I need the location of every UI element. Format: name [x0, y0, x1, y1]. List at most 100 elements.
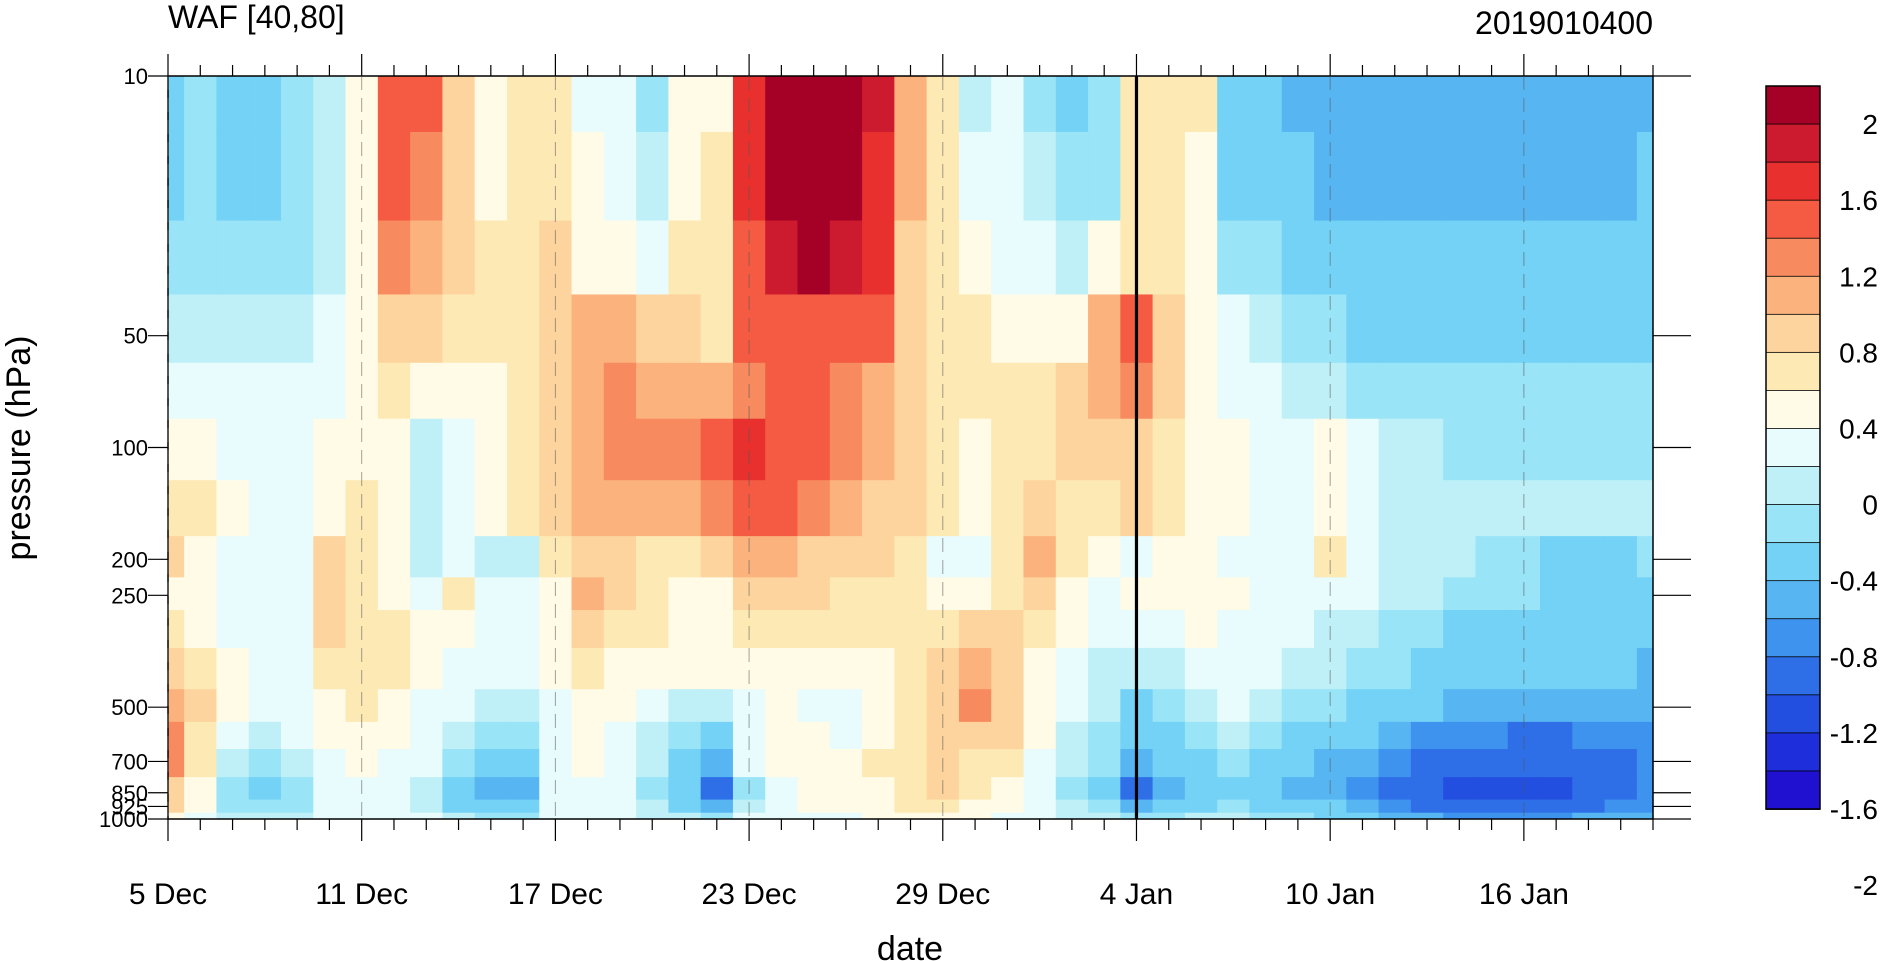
heatmap-cell — [797, 749, 831, 778]
heatmap-cell — [184, 749, 218, 778]
heatmap-cell — [1023, 577, 1057, 611]
heatmap-cell — [1475, 480, 1509, 537]
heatmap-cell — [1378, 577, 1412, 611]
colorbar-label: 0.4 — [1839, 413, 1878, 444]
heatmap-cell — [1443, 480, 1477, 537]
heatmap-cell — [1217, 799, 1251, 814]
heatmap-cell — [1152, 610, 1186, 649]
heatmap-cell — [1443, 721, 1477, 750]
heatmap-cell — [1636, 220, 1653, 296]
heatmap-cell — [248, 689, 282, 723]
heatmap-cell — [1540, 131, 1573, 222]
colorbar-label: 1.6 — [1839, 185, 1878, 216]
heatmap-cell — [1152, 418, 1186, 481]
heatmap-cell — [1152, 294, 1186, 364]
heatmap-cell — [1088, 749, 1121, 778]
heatmap-cell — [829, 610, 863, 649]
heatmap-cell — [1088, 536, 1121, 578]
heatmap-cell — [184, 76, 218, 133]
heatmap-cell — [603, 577, 637, 611]
colorbar: 2 1.6 1.2 0.8 0.4 0 -0.4 -0.8 -1.2 -1.6 -2 — [1765, 85, 1878, 901]
heatmap-cell — [1475, 812, 1509, 819]
heatmap-cell — [313, 812, 347, 819]
heatmap-cell — [603, 610, 637, 649]
heatmap-cell — [1475, 76, 1509, 133]
heatmap-cell — [1443, 131, 1477, 222]
heatmap-cell — [184, 721, 218, 750]
colorbar-label: 2 — [1862, 109, 1878, 140]
x-tick-label: 10 Jan — [1285, 878, 1375, 911]
heatmap-cell — [958, 749, 992, 778]
y-tick-label: 850 — [111, 781, 148, 806]
x-tick-label: 17 Dec — [508, 878, 603, 911]
heatmap-cell — [1410, 480, 1444, 537]
heatmap-cell — [377, 812, 411, 819]
heatmap-cell — [1023, 76, 1057, 133]
heatmap-cell — [1636, 799, 1653, 814]
heatmap-cell — [894, 647, 928, 690]
heatmap-cell — [1023, 294, 1057, 364]
heatmap-cell — [1604, 362, 1638, 420]
x-tick-label: 16 Jan — [1479, 878, 1569, 911]
heatmap-cell — [1604, 721, 1638, 750]
heatmap-cell — [1572, 799, 1606, 814]
heatmap-cell — [377, 777, 411, 801]
heatmap-cell — [1378, 721, 1412, 750]
heatmap-cell — [1604, 294, 1638, 364]
heatmap-cell — [1572, 777, 1606, 801]
heatmap-cell — [991, 721, 1025, 750]
heatmap-cell — [1346, 689, 1380, 723]
heatmap-cell — [184, 799, 218, 814]
heatmap-cell — [313, 131, 347, 222]
heatmap-cell — [377, 294, 411, 364]
heatmap-cell — [248, 480, 282, 537]
heatmap-cell — [958, 480, 992, 537]
heatmap-cell — [1281, 294, 1315, 364]
heatmap-cell — [442, 577, 476, 611]
colorbar-swatch — [1765, 580, 1821, 620]
heatmap-cell — [894, 220, 928, 296]
heatmap-cell — [991, 480, 1025, 537]
heatmap-cell — [636, 294, 669, 364]
heatmap-cell — [1346, 749, 1380, 778]
heatmap-cell — [1378, 610, 1412, 649]
heatmap-cell — [442, 812, 476, 819]
heatmap-cell — [1443, 418, 1477, 481]
heatmap-cell — [1281, 480, 1315, 537]
heatmap-cell — [216, 647, 250, 690]
heatmap-cell — [603, 689, 637, 723]
heatmap-cell — [571, 294, 605, 364]
heatmap-cell — [248, 536, 282, 578]
heatmap-cell — [1346, 812, 1380, 819]
heatmap-cell — [1475, 749, 1509, 778]
heatmap-cell — [1023, 777, 1057, 801]
heatmap-cell — [1378, 749, 1412, 778]
heatmap-cell — [1152, 362, 1186, 420]
heatmap-cell — [442, 418, 476, 481]
heatmap-cell — [1217, 721, 1251, 750]
heatmap-cell — [1249, 812, 1283, 819]
heatmap-cell — [1152, 749, 1186, 778]
heatmap-cell — [1378, 362, 1412, 420]
heatmap-cell — [1249, 749, 1283, 778]
heatmap-cell — [700, 812, 734, 819]
heatmap-cell — [442, 131, 476, 222]
heatmap-cell — [603, 536, 637, 578]
heatmap-cell — [571, 220, 605, 296]
heatmap-cell — [1088, 294, 1121, 364]
heatmap-cell — [1475, 777, 1509, 801]
heatmap-cell — [862, 777, 895, 801]
heatmap-cell — [1281, 76, 1315, 133]
heatmap-cell — [1410, 418, 1444, 481]
heatmap-cell — [184, 812, 218, 819]
heatmap-cell — [1410, 721, 1444, 750]
heatmap-cell — [184, 689, 218, 723]
heatmap-cell — [1540, 689, 1573, 723]
heatmap-cell — [797, 647, 831, 690]
heatmap-cell — [1023, 362, 1057, 420]
heatmap-cell — [1281, 799, 1315, 814]
heatmap-cell — [1281, 220, 1315, 296]
heatmap-cell — [1540, 610, 1573, 649]
heatmap-cell — [668, 362, 702, 420]
